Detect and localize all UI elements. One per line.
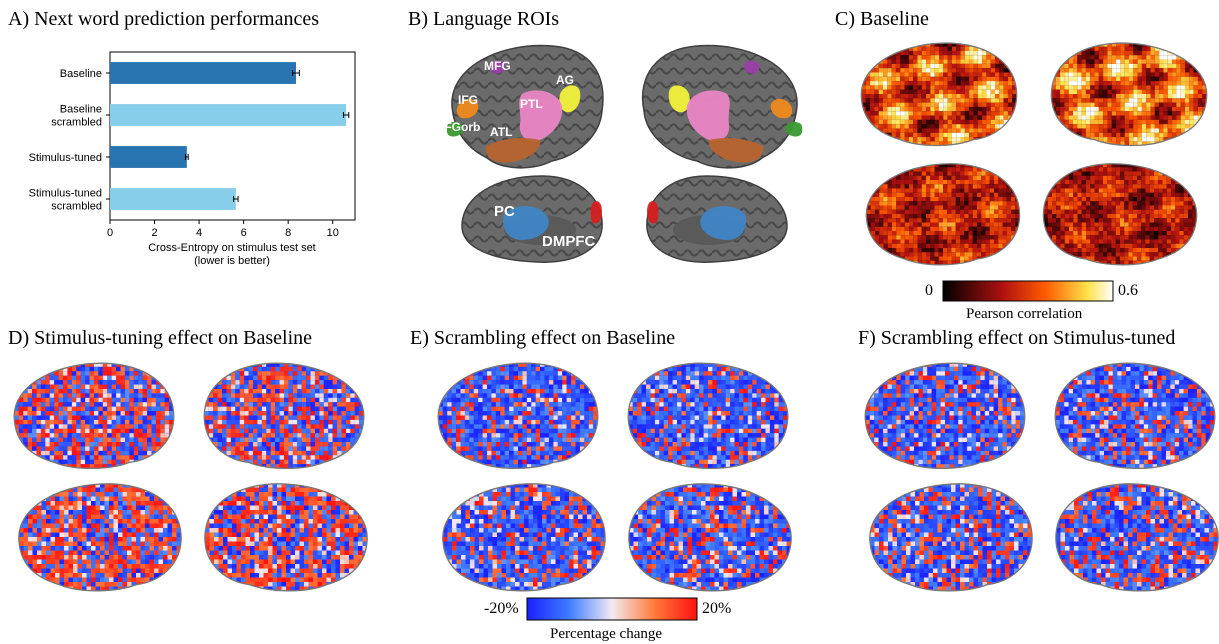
roi-ag-right (668, 85, 690, 113)
bar-2 (110, 146, 187, 168)
pearson-colorbar (942, 280, 1114, 302)
roi-pc-right (700, 206, 747, 240)
roi-labels: MFG AG IFG PTL IFGorb ATL PC DMPFC (441, 59, 595, 250)
x-tick-label-2: 4 (196, 227, 202, 239)
plot-frame (109, 51, 356, 221)
error-bar-1 (342, 112, 350, 118)
bar-1 (110, 104, 347, 126)
panel-d-right-lateral (203, 362, 365, 470)
x-tick-label-1: 2 (151, 227, 157, 239)
baseline-left-medial (865, 163, 1021, 266)
panel-d-left-medial (18, 483, 182, 592)
roi-dmpfc-right (647, 201, 659, 224)
x-tick-label-4: 8 (285, 227, 291, 239)
panel-f-left-medial (869, 483, 1033, 592)
baseline-right-lateral (1050, 42, 1208, 147)
x-tick-label-0: 0 (107, 227, 113, 239)
roi-brains: MFG AG IFG PTL IFGorb ATL PC DMPFC (441, 44, 803, 263)
category-label-0: Baseline (60, 68, 102, 80)
roi-label-pc: PC (494, 203, 515, 220)
roi-ifg-right (770, 98, 793, 119)
baseline-left-lateral (860, 42, 1018, 147)
x-tick-label-5: 10 (327, 227, 339, 239)
panel-e-right-medial (628, 483, 792, 592)
bar-chart: Baseline Baseline scrambled Stimulus-tuned S… (29, 51, 356, 267)
x-tick-label-3: 6 (241, 227, 247, 239)
roi-ag-left (559, 85, 581, 113)
roi-ptl-right (686, 90, 730, 142)
roi-pc-left (502, 206, 549, 240)
pearson-min: 0 (925, 282, 933, 299)
roi-label-ifg: IFG (458, 93, 478, 107)
panel-c-title: C) Baseline (835, 8, 929, 30)
panel-d-left-lateral (13, 362, 175, 470)
roi-ptl-left (519, 90, 563, 142)
category-label-2: Stimulus-tuned (29, 152, 102, 164)
panel-f-right-lateral (1054, 362, 1216, 470)
roi-dmpfc-left (590, 201, 602, 224)
panel-b-title: B) Language ROIs (408, 8, 560, 30)
roi-ifg-left (456, 98, 479, 119)
panel-e-left-medial (442, 483, 606, 592)
roi-label-mfg: MFG (484, 59, 511, 73)
bar-3 (110, 188, 236, 210)
roi-regions-left (446, 60, 602, 240)
panel-f-title: F) Scrambling effect on Stimulus-tuned (858, 327, 1176, 349)
panel-f-right-medial (1055, 483, 1219, 592)
x-axis-label-line1: Cross-Entropy on stimulus test set (148, 242, 316, 254)
roi-mfg-right (743, 60, 759, 74)
roi-atl-right (708, 138, 764, 163)
category-label-1: Baseline scrambled (51, 104, 102, 129)
percentage-min: -20% (484, 600, 519, 617)
roi-label-ifgorb: IFGorb (441, 120, 480, 134)
panel-f-left-lateral (864, 362, 1026, 470)
category-label-3: Stimulus-tuned scrambled (29, 188, 102, 213)
error-bar-3 (233, 196, 239, 202)
roi-mfg-left (490, 60, 506, 74)
percentage-label: Percentage change (550, 626, 663, 642)
panel-a-title: A) Next word prediction performances (8, 8, 319, 30)
error-bar-0 (292, 70, 300, 76)
panel-d-title: D) Stimulus-tuning effect on Baseline (8, 327, 313, 349)
roi-label-dmpfc: DMPFC (542, 233, 595, 250)
panel-e-right-lateral (627, 362, 789, 470)
percentage-colorbar (526, 597, 698, 621)
error-bar-2 (185, 154, 189, 160)
panel-e-title: E) Scrambling effect on Baseline (410, 327, 676, 349)
bar-0 (110, 62, 296, 84)
pearson-label: Pearson correlation (966, 306, 1083, 322)
baseline-right-medial (1042, 163, 1198, 266)
roi-ifgorb-right (785, 121, 803, 137)
panel-d-right-medial (204, 483, 368, 592)
x-axis-label-line2: (lower is better) (194, 255, 270, 267)
roi-ifgorb-left (446, 121, 464, 137)
percentage-max: 20% (702, 600, 732, 617)
pearson-max: 0.6 (1118, 282, 1138, 299)
roi-regions-right (647, 60, 803, 240)
roi-atl-left (485, 138, 541, 163)
roi-label-ag: AG (556, 73, 574, 87)
roi-label-ptl: PTL (520, 97, 543, 111)
panel-e-left-lateral (437, 362, 599, 470)
roi-label-atl: ATL (490, 125, 512, 139)
